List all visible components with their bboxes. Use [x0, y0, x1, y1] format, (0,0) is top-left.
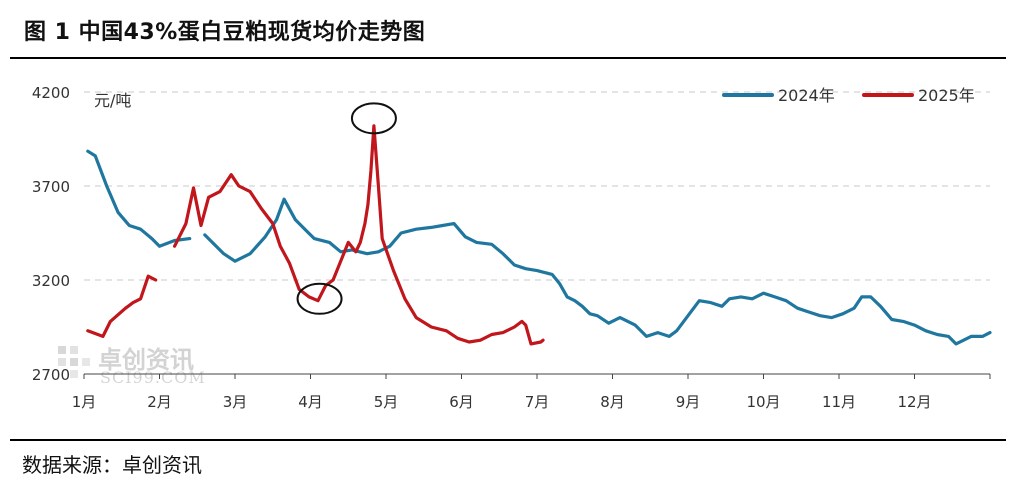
x-tick-label: 6月 — [449, 393, 474, 411]
line-chart: 2700 3200 3700 4200 1月 2月 3月 4月 5月 6月 7月 8月 9月 10月 11月… — [32, 84, 992, 411]
y-tick-label: 3700 — [32, 178, 70, 196]
series-line-2 — [86, 274, 158, 338]
x-tick-label: 8月 — [600, 393, 625, 411]
footer-rule — [10, 439, 1006, 441]
series-line-2 — [173, 124, 545, 346]
series-line-1 — [203, 197, 992, 346]
x-tick-label: 12月 — [897, 393, 931, 411]
x-tick-label: 10月 — [746, 393, 780, 411]
x-tick-label: 9月 — [676, 393, 701, 411]
x-tick-label: 7月 — [525, 393, 550, 411]
legend-label: 2025年 — [918, 86, 975, 105]
chart-title: 图 1 中国43%蛋白豆粕现货均价走势图 — [24, 20, 426, 45]
y-tick-label: 2700 — [32, 366, 70, 384]
x-tick-label: 3月 — [223, 393, 248, 411]
y-tick-label: 3200 — [32, 272, 70, 290]
x-tick-label: 5月 — [374, 393, 399, 411]
data-source: 数据来源：卓创资讯 — [22, 453, 202, 477]
x-tick-label: 1月 — [72, 393, 97, 411]
y-tick-label: 4200 — [32, 84, 70, 102]
annotation-circle — [296, 282, 343, 315]
y-axis-label: 元/吨 — [94, 91, 131, 110]
title-rule — [10, 57, 1006, 59]
x-tick-label: 4月 — [298, 393, 323, 411]
x-tick-label: 2月 — [147, 393, 172, 411]
legend-label: 2024年 — [778, 86, 835, 105]
series-line-1 — [86, 149, 192, 248]
x-tick-label: 11月 — [822, 393, 856, 411]
annotation-circle — [350, 102, 397, 135]
